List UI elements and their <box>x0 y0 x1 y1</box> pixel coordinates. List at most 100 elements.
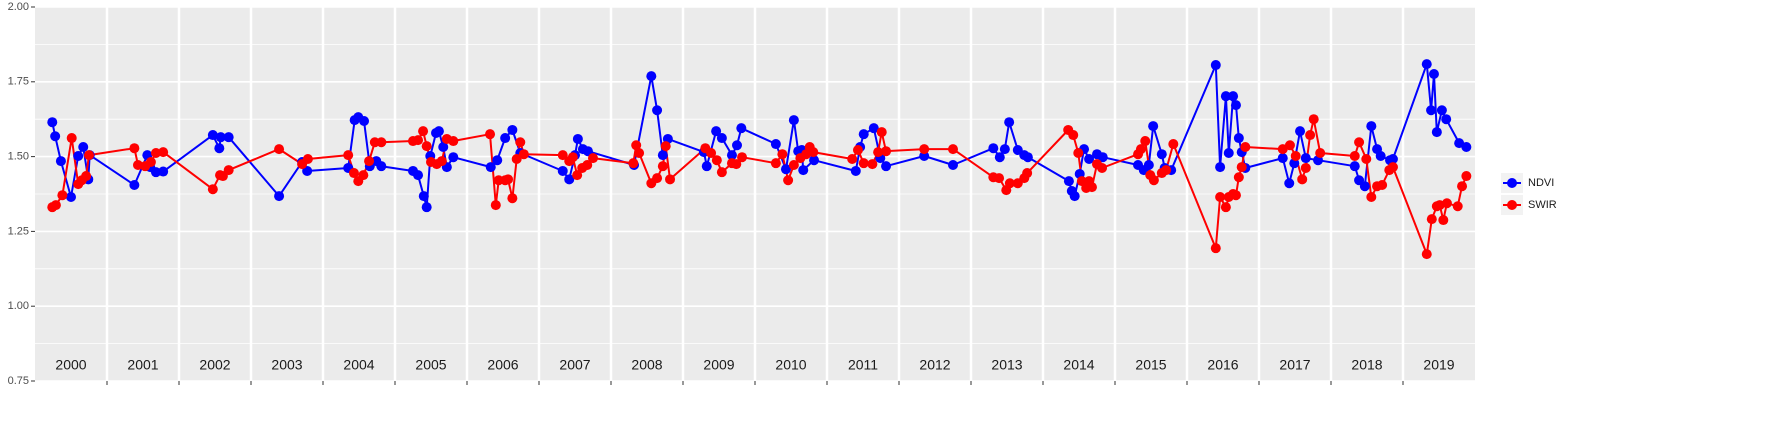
point <box>1375 151 1386 162</box>
facet-label: 2009 <box>703 357 734 373</box>
point <box>1233 172 1244 183</box>
point <box>999 144 1010 155</box>
point <box>1228 91 1239 102</box>
point <box>1290 151 1301 162</box>
point <box>1148 175 1159 186</box>
point <box>518 149 529 160</box>
point <box>850 165 861 176</box>
point <box>507 193 518 204</box>
point <box>207 130 218 141</box>
point <box>359 115 370 126</box>
facet-label: 2006 <box>487 357 518 373</box>
point <box>1068 130 1079 141</box>
facet-label: 2002 <box>199 357 230 373</box>
point <box>665 174 676 185</box>
facet-label: 2000 <box>55 357 86 373</box>
point <box>1441 114 1452 125</box>
point <box>50 131 61 142</box>
point <box>492 155 503 166</box>
point <box>448 152 459 163</box>
point <box>1220 91 1231 102</box>
point <box>433 126 444 137</box>
point <box>1073 148 1084 159</box>
facet-label: 2010 <box>775 357 806 373</box>
point <box>158 166 169 177</box>
point <box>515 137 526 148</box>
point <box>732 140 742 151</box>
point <box>376 137 387 148</box>
point <box>1297 174 1308 185</box>
point <box>150 167 161 178</box>
facet-label: 2013 <box>991 357 1022 373</box>
point <box>770 139 781 150</box>
point <box>868 123 879 134</box>
point <box>1377 180 1388 191</box>
point <box>1436 105 1447 116</box>
point <box>1284 140 1295 151</box>
point <box>1421 59 1432 70</box>
point <box>302 153 313 164</box>
point <box>557 150 568 161</box>
point <box>572 133 583 144</box>
point <box>84 150 94 161</box>
point <box>57 190 68 201</box>
point <box>701 161 712 172</box>
facet-label: 2008 <box>631 357 662 373</box>
point <box>582 146 593 157</box>
point <box>1135 144 1146 155</box>
point <box>1097 162 1108 173</box>
point <box>274 144 285 155</box>
point <box>438 142 449 153</box>
facet-label: 2005 <box>415 357 446 373</box>
point <box>1236 162 1247 173</box>
point <box>1240 142 1251 153</box>
point <box>994 173 1005 184</box>
facet-label: 2015 <box>1135 357 1166 373</box>
point <box>302 165 313 176</box>
point <box>1452 201 1463 212</box>
point <box>214 143 225 154</box>
point <box>376 161 387 172</box>
point <box>413 135 424 146</box>
point <box>948 159 958 170</box>
point <box>994 152 1005 163</box>
y-tick-label: 1.50 <box>8 151 29 163</box>
point <box>858 158 869 169</box>
point <box>736 123 747 134</box>
point <box>1315 148 1326 159</box>
point <box>858 129 869 140</box>
point <box>1308 114 1319 125</box>
point <box>557 165 568 176</box>
point <box>66 133 77 144</box>
point <box>847 153 858 164</box>
point <box>1161 165 1172 176</box>
point <box>1387 162 1398 173</box>
point <box>55 156 66 167</box>
point <box>223 165 234 176</box>
legend-marker <box>1507 200 1517 210</box>
point <box>1022 152 1033 163</box>
point <box>1284 178 1295 189</box>
point <box>1421 249 1432 260</box>
point <box>485 162 496 173</box>
point <box>582 159 593 170</box>
facet-label: 2017 <box>1279 357 1310 373</box>
point <box>418 126 429 137</box>
point <box>652 105 663 116</box>
point <box>564 174 575 185</box>
y-tick-label: 1.25 <box>8 225 29 237</box>
y-tick-label: 1.75 <box>8 76 29 88</box>
point <box>1148 121 1159 132</box>
point <box>1300 153 1311 164</box>
point <box>215 132 226 143</box>
point <box>1300 162 1311 173</box>
point <box>348 168 359 179</box>
point <box>1426 105 1437 116</box>
facet-label: 2012 <box>919 357 950 373</box>
point <box>770 158 781 169</box>
facet-label: 2018 <box>1351 357 1382 373</box>
point <box>129 143 140 154</box>
point <box>919 151 930 162</box>
facet-label: 2019 <box>1423 357 1454 373</box>
